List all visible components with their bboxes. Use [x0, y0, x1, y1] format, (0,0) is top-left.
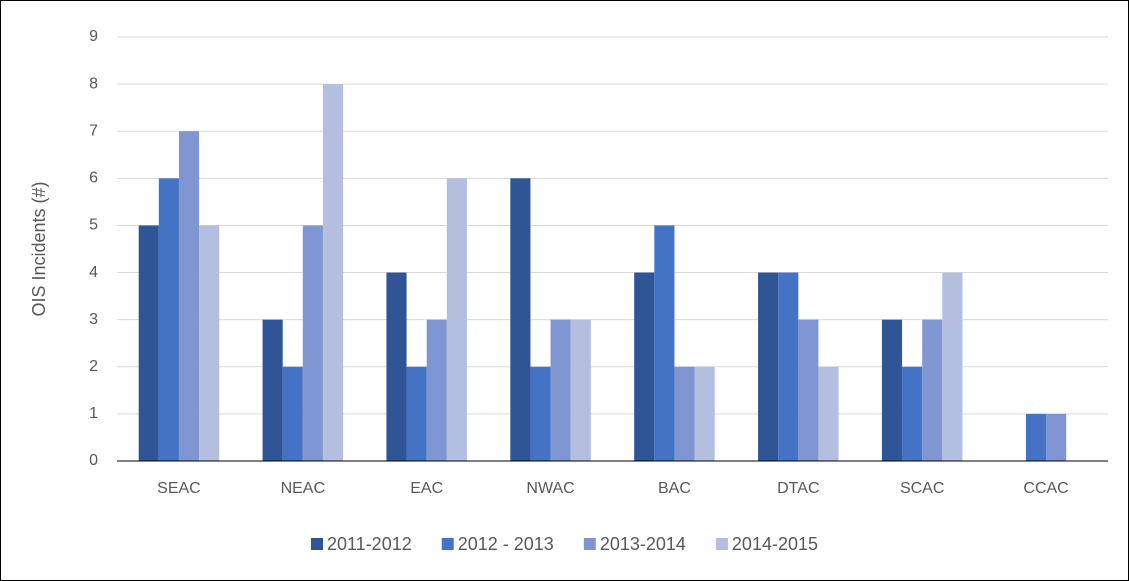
bar	[550, 319, 571, 461]
bar	[426, 319, 447, 461]
x-tick-label: BAC	[658, 480, 691, 497]
y-axis-label: OIS Incidents (#)	[29, 181, 49, 316]
bar	[654, 225, 675, 461]
bar	[322, 84, 344, 461]
bar	[138, 225, 159, 461]
y-tick-label: 6	[89, 170, 98, 187]
bar	[634, 272, 655, 461]
bar	[798, 319, 819, 461]
legend-swatch	[441, 538, 454, 550]
y-tick-label: 9	[89, 28, 98, 45]
bar	[570, 319, 591, 461]
x-tick-label: DTAC	[777, 480, 819, 497]
x-tick-label: EAC	[410, 480, 443, 497]
y-tick-label: 8	[89, 75, 98, 92]
bar	[694, 366, 715, 461]
bar	[262, 319, 283, 461]
bar	[158, 178, 179, 462]
bar	[674, 366, 695, 461]
bar	[530, 366, 551, 461]
bar	[818, 366, 839, 461]
bar	[178, 131, 200, 461]
x-tick-label: SEAC	[157, 480, 201, 497]
legend-label: 2013-2014	[600, 534, 686, 554]
y-tick-label: 7	[89, 122, 98, 139]
bar	[302, 225, 323, 461]
y-tick-label: 5	[89, 217, 98, 234]
y-tick-label: 2	[89, 358, 98, 375]
legend-swatch	[310, 538, 323, 550]
legend-label: 2012 - 2013	[458, 534, 554, 554]
bar	[778, 272, 799, 461]
x-tick-label: CCAC	[1023, 480, 1068, 497]
bar	[446, 178, 467, 462]
y-tick-label: 3	[89, 311, 98, 328]
x-tick-label: NWAC	[526, 480, 574, 497]
bar	[1046, 413, 1067, 461]
bar	[758, 272, 779, 461]
bar	[282, 366, 303, 461]
y-tick-label: 0	[89, 452, 98, 469]
legend-label: 2014-2015	[732, 534, 818, 554]
bar	[386, 272, 407, 461]
y-tick-label: 4	[89, 264, 98, 281]
x-tick-label: NEAC	[281, 480, 325, 497]
y-tick-label: 1	[89, 405, 98, 422]
bar	[902, 366, 923, 461]
bar	[1025, 413, 1047, 461]
bar	[922, 319, 943, 461]
legend-swatch	[715, 538, 728, 550]
legend-swatch	[583, 538, 596, 550]
bar	[406, 366, 427, 461]
bar	[199, 225, 220, 461]
x-tick-label: SCAC	[900, 480, 944, 497]
bar	[510, 178, 531, 462]
legend-label: 2011-2012	[327, 534, 412, 554]
bar	[881, 319, 903, 461]
bar	[942, 272, 963, 461]
